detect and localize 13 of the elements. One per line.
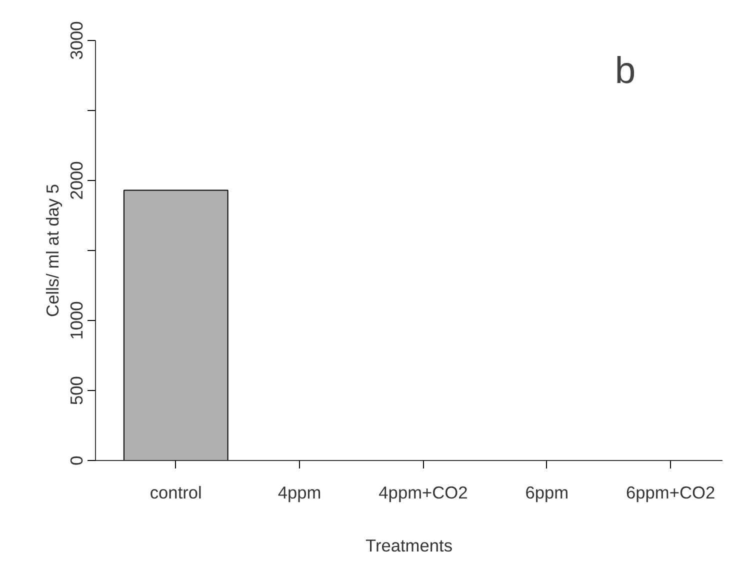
y-tick-label: 0: [66, 456, 86, 466]
x-tick-label: 6ppm+CO2: [626, 482, 716, 502]
x-tick-label: 4ppm: [278, 482, 322, 502]
y-tick-label: 500: [66, 376, 86, 405]
x-tick-label: 4ppm+CO2: [378, 482, 468, 502]
x-tick-label: control: [150, 482, 202, 502]
y-tick-label: 2000: [66, 161, 86, 200]
y-axis-title: Cells/ ml at day 5: [42, 184, 62, 317]
y-tick-label: 1000: [66, 301, 86, 340]
x-tick-label: 6ppm: [525, 482, 569, 502]
x-axis-title: Treatments: [366, 536, 453, 556]
y-tick-label: 3000: [66, 21, 86, 60]
annotation: b: [614, 48, 636, 91]
